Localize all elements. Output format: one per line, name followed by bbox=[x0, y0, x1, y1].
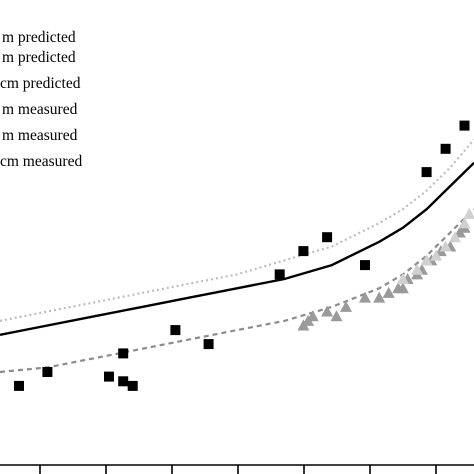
data-point-square bbox=[203, 339, 214, 350]
data-point-triangle-light bbox=[449, 231, 461, 243]
series-points bbox=[14, 120, 474, 391]
series-line-dotted bbox=[0, 138, 474, 322]
data-point-square bbox=[118, 348, 129, 359]
legend-entry: m predicted bbox=[2, 29, 76, 46]
data-point-triangle-light bbox=[439, 240, 452, 252]
data-point-triangle bbox=[396, 282, 409, 294]
data-point-triangle-light bbox=[458, 217, 471, 229]
data-point-square bbox=[104, 371, 114, 382]
data-point-square bbox=[298, 246, 309, 257]
data-point-square bbox=[440, 143, 451, 154]
data-point-triangle bbox=[359, 291, 371, 303]
data-point-square bbox=[127, 380, 138, 391]
data-point-triangle bbox=[340, 300, 352, 312]
legend-entry: m measured bbox=[2, 127, 78, 144]
data-point-square bbox=[170, 325, 181, 336]
data-point-triangle bbox=[373, 291, 386, 303]
legend-entry: m measured bbox=[2, 101, 78, 118]
data-point-square bbox=[421, 167, 432, 178]
legend-entry: m predicted bbox=[2, 49, 76, 66]
data-point-triangle bbox=[321, 305, 334, 317]
data-point-triangle bbox=[306, 310, 319, 322]
data-point-triangle-light bbox=[463, 207, 474, 219]
legend: m predicted m predicted cm predicted m m… bbox=[0, 29, 82, 170]
x-axis bbox=[0, 464, 474, 474]
data-point-triangle-light bbox=[430, 249, 443, 261]
data-point-triangle-light bbox=[411, 263, 424, 275]
data-point-square bbox=[14, 380, 24, 391]
data-point-triangle bbox=[330, 310, 343, 322]
legend-entry: cm measured bbox=[0, 153, 82, 170]
data-point-square bbox=[42, 367, 53, 377]
data-point-square bbox=[274, 269, 285, 280]
data-point-square bbox=[360, 260, 370, 271]
series-lines bbox=[0, 138, 474, 374]
data-point-triangle bbox=[382, 286, 395, 298]
series-line-dashed bbox=[0, 208, 474, 374]
legend-entry: cm predicted bbox=[0, 75, 81, 92]
data-point-square bbox=[322, 232, 333, 243]
data-point-square bbox=[118, 376, 129, 387]
data-point-triangle-light bbox=[396, 273, 409, 284]
series-line-solid bbox=[0, 161, 474, 336]
data-point-triangle-light bbox=[420, 254, 433, 266]
data-point-square bbox=[459, 120, 470, 131]
